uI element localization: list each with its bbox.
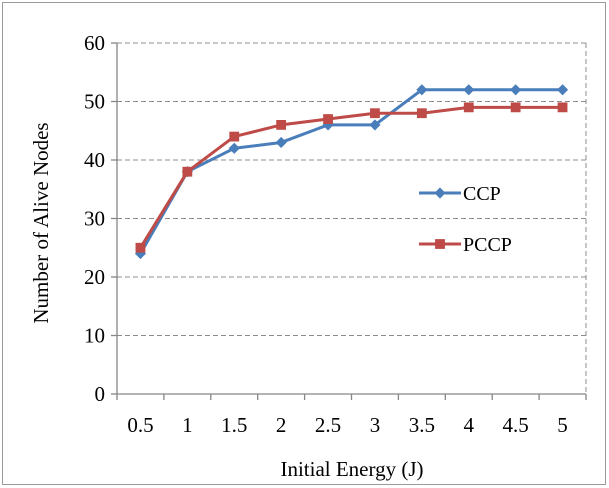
legend-swatch-marker (434, 187, 446, 199)
data-point-pccp (510, 102, 521, 113)
legend-item-ccp: CCP (419, 183, 501, 205)
tick-labels: 0 10 20 30 40 50 60 0.5 1 1.5 2 2.5 3 3.5 4 4.5 5 (84, 31, 568, 437)
x-tick-label: 4.5 (503, 413, 529, 437)
series-ccp (134, 84, 569, 260)
x-tick-label: 3.5 (409, 413, 435, 437)
series-group (134, 84, 569, 260)
y-tick-label: 30 (84, 207, 105, 231)
x-tick-label: 3 (370, 413, 381, 437)
data-point-pccp (323, 114, 333, 124)
data-point-ccp (416, 84, 428, 96)
x-tick-label: 2 (276, 413, 287, 437)
y-tick-label: 20 (84, 265, 105, 289)
legend-item-pccp: PCCP (419, 234, 512, 256)
y-tick-label: 0 (95, 382, 106, 406)
series-pccp (135, 102, 568, 253)
legend: CCP PCCP (419, 183, 512, 256)
x-tick-label: 1.5 (221, 413, 247, 437)
x-tick-label: 1 (182, 413, 193, 437)
x-axis-title: Initial Energy (J) (280, 457, 423, 481)
data-point-pccp (557, 102, 568, 113)
x-tick-label: 0.5 (127, 413, 153, 437)
data-point-pccp (135, 242, 146, 253)
gridlines (117, 42, 587, 394)
series-line-pccp (139, 105, 563, 249)
data-point-pccp (416, 108, 427, 119)
legend-label: PCCP (463, 234, 512, 256)
data-point-pccp (276, 120, 287, 130)
data-point-pccp (182, 166, 193, 177)
data-point-ccp (228, 142, 240, 154)
data-point-pccp (370, 108, 380, 119)
data-point-ccp (556, 84, 569, 96)
legend-swatch-marker (435, 239, 445, 249)
data-point-ccp (275, 136, 287, 149)
y-tick-label: 60 (84, 31, 105, 55)
y-tick-label: 50 (84, 90, 105, 114)
data-point-ccp (369, 119, 381, 131)
y-tick-label: 10 (84, 324, 105, 348)
y-tick-label: 40 (84, 148, 105, 172)
y-axis-title: Number of Alive Nodes (29, 122, 53, 323)
data-point-pccp (463, 102, 474, 113)
data-point-pccp (229, 131, 240, 142)
data-point-ccp (463, 84, 475, 96)
x-tick-label: 2.5 (315, 413, 341, 437)
data-point-ccp (510, 84, 522, 96)
legend-label: CCP (463, 183, 501, 205)
x-tick-label: 5 (557, 413, 568, 437)
x-tick-label: 4 (464, 413, 475, 437)
axes (111, 42, 587, 400)
series-line-ccp (139, 88, 563, 255)
